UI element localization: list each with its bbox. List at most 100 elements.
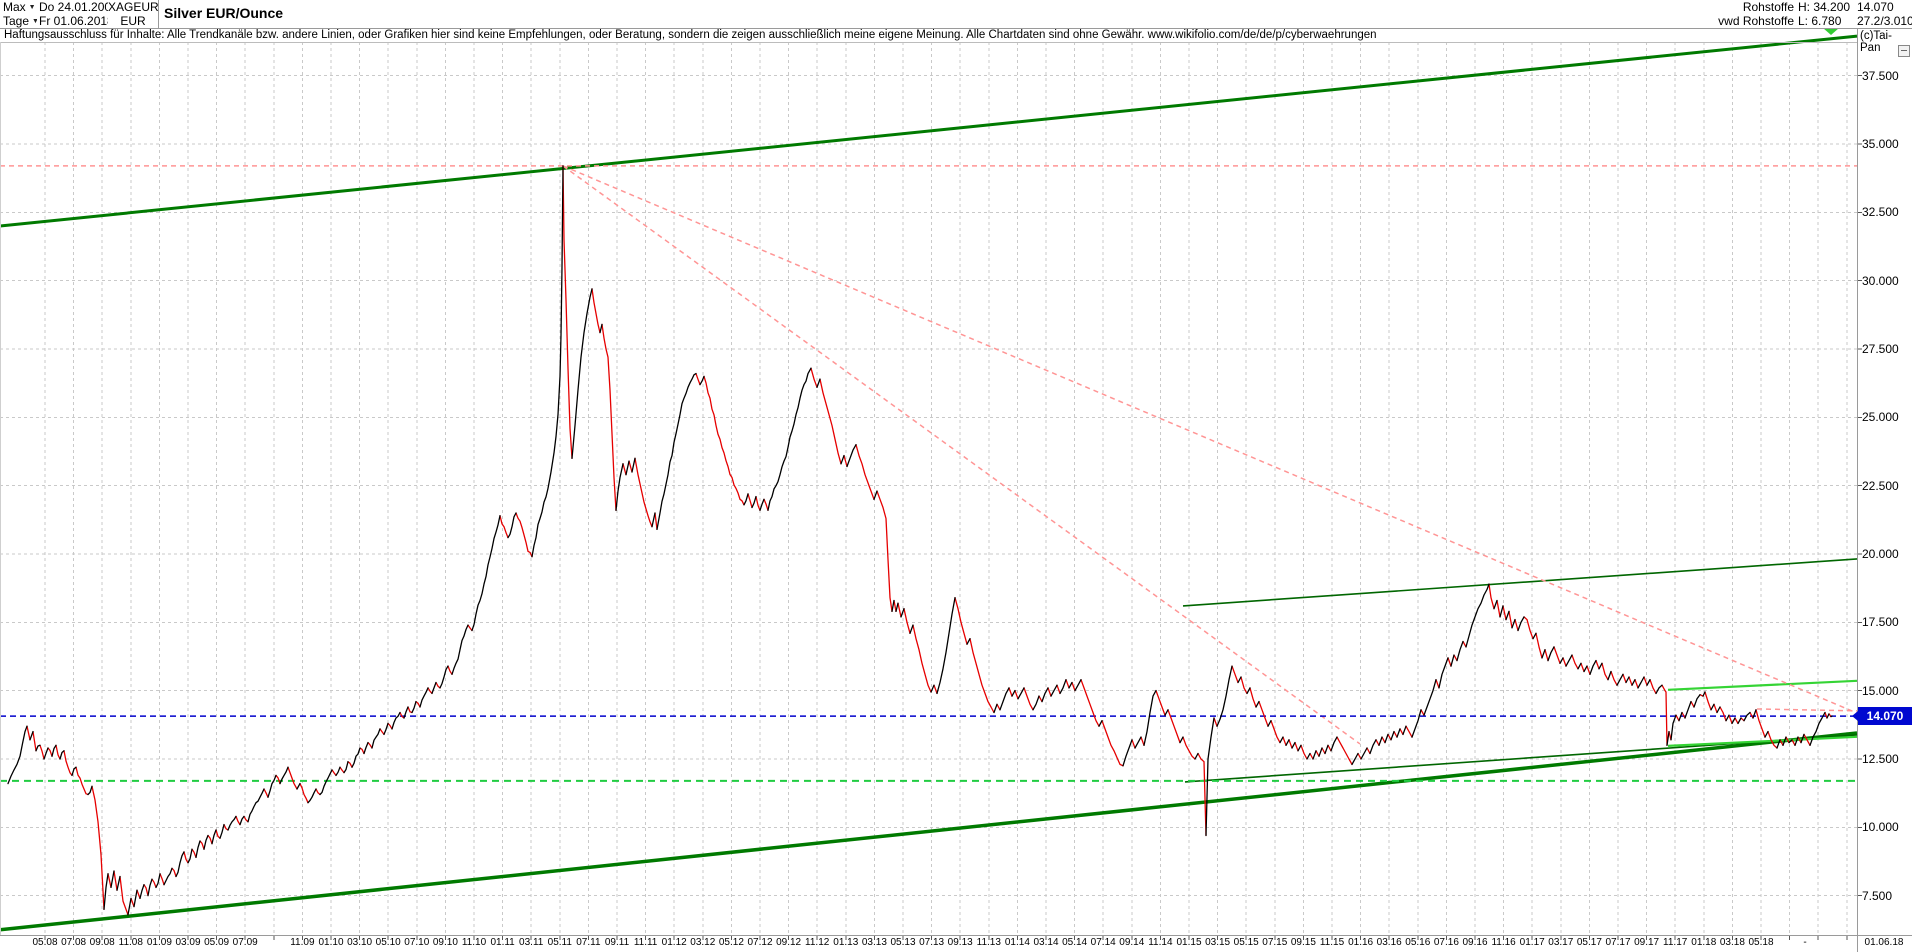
range-dropdown-label: Max	[3, 0, 26, 14]
trendline-minor-resistance	[1756, 708, 1858, 712]
date-from-field[interactable]: Do 24.01.2008	[37, 0, 110, 14]
symbol-label: XAGEUR	[108, 0, 159, 14]
range-dropdown[interactable]: Max ▼	[0, 0, 40, 14]
price-line-up-segments	[7, 165, 1833, 916]
chevron-down-icon: ▼	[32, 18, 39, 25]
x-axis-label: 05.14	[1062, 937, 1088, 948]
y-axis-label: 27.500	[1862, 342, 1899, 357]
x-axis-label: 07.14	[1090, 937, 1116, 948]
x-axis-label: 03.11	[519, 937, 544, 948]
price-tag-arrow-icon	[1852, 711, 1858, 722]
x-axis-label: 03.18	[1719, 937, 1745, 948]
last-price-label: 14.070	[1851, 0, 1912, 14]
x-axis-label: 11.17	[1663, 937, 1688, 948]
x-axis-label: 03.16	[1376, 937, 1402, 948]
x-axis-label: 05.11	[547, 937, 572, 948]
x-axis-label: 07.10	[404, 937, 430, 948]
x-axis-label: 09.14	[1119, 937, 1145, 948]
trendline-handle-icon[interactable]	[1823, 28, 1839, 35]
x-axis-label: 09.11	[604, 937, 630, 948]
x-axis-label: 07.12	[747, 937, 773, 948]
price-line-down-segments	[26, 165, 1832, 916]
copyright-label: (c)Tai-Pan	[1860, 30, 1892, 54]
x-axis-label: 01.16	[1348, 937, 1374, 948]
high-value-label: H: 34.200	[1795, 0, 1854, 14]
instrument-group-label: Rohstoffe	[1718, 0, 1799, 14]
x-axis-label: 11.16	[1491, 937, 1516, 948]
x-axis-line	[0, 935, 1912, 936]
y-axis-label: 20.000	[1862, 547, 1899, 561]
data-source-label: vwd Rohstoffe	[1718, 14, 1799, 28]
x-axis-label: 05.08	[32, 937, 58, 948]
y-axis-label: 17.500	[1862, 615, 1899, 630]
x-axis-label: 03.14	[1033, 937, 1059, 948]
y-axis-line	[1857, 28, 1858, 952]
x-axis-label: 05.12	[718, 937, 744, 948]
x-axis-end-date: 01.06.18	[1864, 937, 1904, 948]
price-tag-value: 14.070	[1866, 709, 1904, 724]
x-axis-label: 03.13	[861, 937, 887, 948]
trendline-downtrend-from-high-a	[562, 165, 1858, 714]
x-axis-label: 03.10	[347, 937, 373, 948]
y-axis-label: 30.000	[1862, 273, 1899, 288]
x-axis-label: 09.16	[1462, 937, 1488, 948]
x-axis-label: 11.14	[1148, 937, 1173, 948]
x-axis-label: 01.17	[1519, 937, 1545, 948]
x-axis-label: 05.13	[890, 937, 916, 948]
currency-label: EUR	[108, 14, 159, 28]
trendline-lower-channel	[0, 731, 1858, 932]
x-axis-label: 11.11	[633, 937, 658, 948]
x-axis-label: 11.13	[976, 937, 1001, 948]
x-axis-label: 01.10	[318, 937, 344, 948]
y-axis-label: 32.500	[1862, 205, 1899, 220]
chevron-down-icon: ▼	[28, 4, 36, 11]
y-axis-label: 7.500	[1862, 888, 1893, 903]
price-detail-label: 27.2/3.010	[1851, 14, 1912, 28]
y-axis-label: 22.500	[1862, 478, 1899, 493]
x-axis-label: 09.08	[89, 937, 115, 948]
x-axis-label: 07.16	[1433, 937, 1459, 948]
x-axis-label: 09.13	[947, 937, 973, 948]
x-axis-label: 05.16	[1405, 937, 1431, 948]
collapse-pane-button[interactable]	[1898, 45, 1910, 57]
trendline-downtrend-from-high-b	[562, 165, 1361, 745]
y-axis-label: 12.500	[1862, 751, 1899, 766]
plot-left-border	[0, 42, 1, 935]
x-axis-label: 01.18	[1691, 937, 1717, 948]
x-axis-label: 03.12	[690, 937, 716, 948]
x-axis-label: 09.15	[1290, 937, 1316, 948]
period-dropdown-label: Tage	[3, 14, 30, 28]
y-axis-label: 37.500	[1862, 68, 1899, 83]
header-divider	[0, 28, 1912, 29]
x-axis-label: 03.15	[1205, 937, 1231, 948]
chart-title: Silver EUR/Ounce	[164, 0, 564, 28]
disclaimer-text: Haftungsausschluss für Inhalte: Alle Tre…	[0, 28, 1861, 42]
x-axis-label: 11.09	[290, 937, 315, 948]
x-axis-label: 01.14	[1004, 937, 1030, 948]
x-axis-label: 11.15	[1319, 937, 1345, 948]
x-axis-label: 07.17	[1605, 937, 1631, 948]
trendline-mid-resistance	[1182, 558, 1858, 607]
x-axis-label: 03.17	[1548, 937, 1574, 948]
x-axis-label: 07.11	[576, 937, 601, 948]
y-axis-label: 15.000	[1862, 683, 1899, 698]
x-axis-label: 01.15	[1176, 937, 1202, 948]
y-axis-label: 10.000	[1862, 820, 1899, 835]
x-axis-label: 01.09	[146, 937, 172, 948]
x-axis-label: 11.12	[805, 937, 830, 948]
plot-top-border	[0, 42, 1857, 43]
x-axis-dash: -	[1803, 937, 1807, 948]
x-axis-label: 05.09	[204, 937, 230, 948]
x-axis-label: 07.15	[1262, 937, 1288, 948]
x-axis-label: 03.09	[175, 937, 201, 948]
period-dropdown[interactable]: Tage ▼	[0, 14, 40, 28]
trendline-upper-channel	[0, 34, 1858, 228]
date-to-field[interactable]: Fr 01.06.2018	[37, 14, 110, 28]
x-axis-label: 11.10	[461, 937, 487, 948]
current-price-tag: 14.070	[1852, 707, 1912, 726]
trendline-recent-channel-upper	[1667, 679, 1858, 691]
x-axis-label: 09.17	[1634, 937, 1660, 948]
trendline-recent-channel-lower	[1667, 735, 1858, 747]
